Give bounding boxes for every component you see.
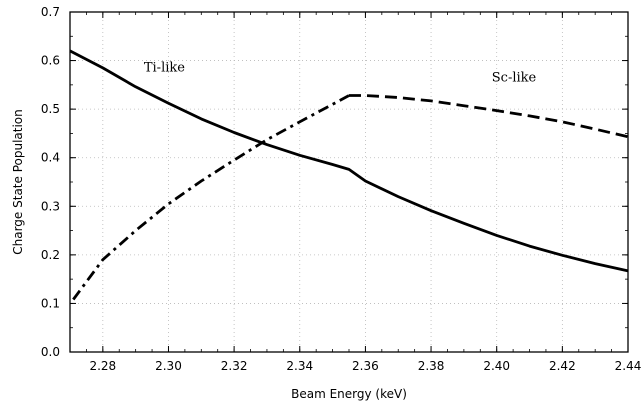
tick-labels: 2.28 2.30 2.32 2.34 2.36 2.38 2.40 2.42 2.44 0.0 0…	[41, 5, 641, 373]
x-tick-label: 2.28	[89, 359, 116, 373]
series-line-sc-like-dashdot	[72, 94, 350, 301]
grid-lines	[70, 12, 628, 352]
x-axis-title: Beam Energy (keV)	[291, 387, 407, 401]
series-line-ti-like	[69, 49, 629, 273]
y-tick-label: 0.4	[41, 151, 60, 165]
x-tick-label: 2.38	[418, 359, 445, 373]
y-tick-label: 0.0	[41, 345, 60, 359]
y-tick-label: 0.7	[41, 5, 60, 19]
series-layer	[69, 49, 629, 301]
y-tick-label: 0.3	[41, 199, 60, 213]
y-axis-title: Charge State Population	[11, 109, 25, 255]
x-tick-label: 2.42	[549, 359, 576, 373]
series-label-sc-like: Sc-like	[492, 70, 537, 85]
x-tick-label: 2.32	[221, 359, 248, 373]
y-tick-label: 0.6	[41, 54, 60, 68]
series-line-sc-like-dashed	[349, 94, 629, 139]
x-tick-label: 2.44	[615, 359, 641, 373]
x-tick-label: 2.34	[286, 359, 313, 373]
plot-area-frame	[69, 11, 629, 353]
series-label-ti-like: Ti-like	[144, 60, 185, 75]
x-tick-label: 2.36	[352, 359, 379, 373]
x-tick-label: 2.30	[155, 359, 182, 373]
x-tick-label: 2.40	[483, 359, 510, 373]
y-tick-label: 0.1	[41, 296, 60, 310]
y-tick-label: 0.2	[41, 248, 60, 262]
y-tick-label: 0.5	[41, 102, 60, 116]
